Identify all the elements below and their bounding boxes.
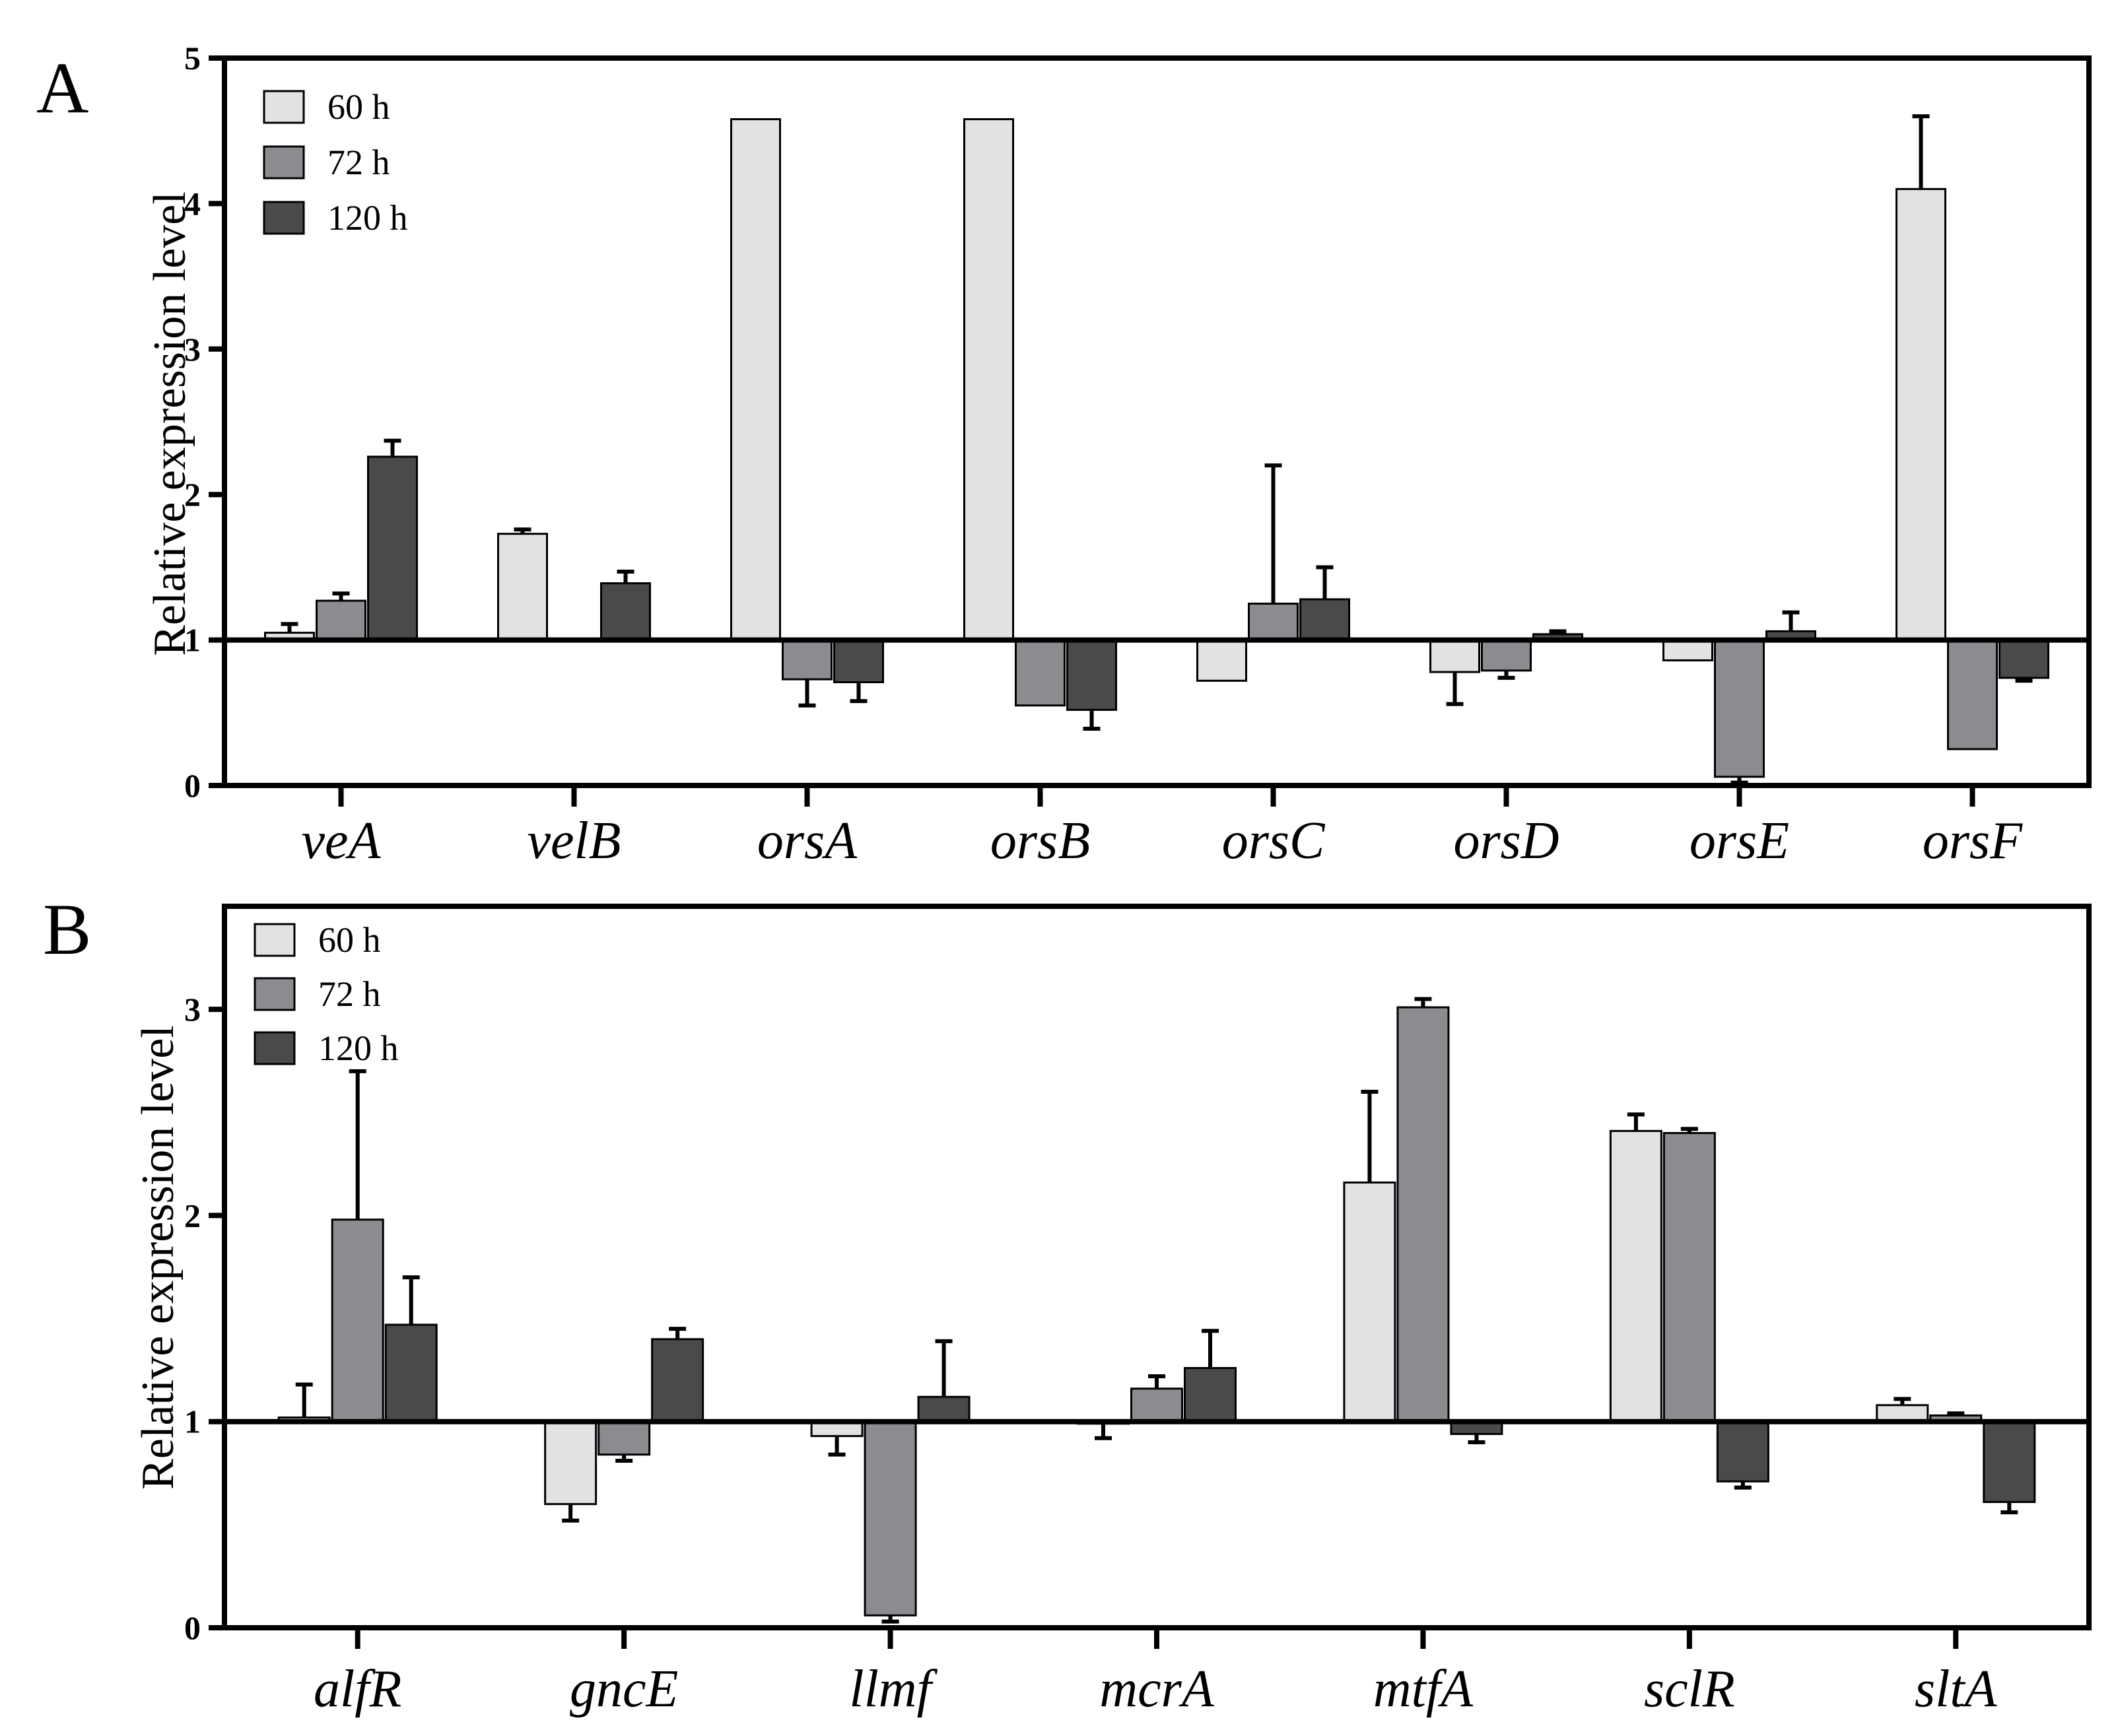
legend-label: 120 h (327, 198, 408, 238)
bar (1998, 639, 2049, 679)
plot-area-a: veA velB orsA orsB orsC orsD orsE orsF 0 1 2 3 4 5 60 … (184, 40, 2092, 870)
x-tick-label: sltA (1915, 1660, 1998, 1718)
x-tick-label: mtfA (1373, 1660, 1474, 1718)
legend-swatch (254, 1031, 296, 1065)
bar (1396, 1006, 1450, 1423)
panel-a: A Relative expression level veA velB orsA o… (36, 40, 2092, 870)
y-axis-label-b: Relative expression level (133, 1025, 184, 1490)
bar (1429, 639, 1480, 673)
y-tick-label: 1 (184, 622, 201, 659)
bar (367, 455, 418, 642)
bar (1343, 1181, 1396, 1423)
bar (1481, 639, 1532, 672)
y-tick-label: 2 (184, 1197, 201, 1234)
y-axis-label-a: Relative expression level (145, 191, 195, 656)
y-tick-label: 3 (184, 331, 201, 368)
bar (1662, 639, 1713, 661)
panel-letter-b: B (43, 889, 91, 970)
bar (1196, 639, 1247, 682)
x-tick-label: llmf (849, 1660, 938, 1718)
legend-swatch (254, 977, 296, 1011)
legend-swatch (263, 90, 305, 124)
x-tick-label: alfR (314, 1660, 401, 1718)
bar (598, 1420, 651, 1456)
bar (497, 533, 548, 642)
bar (1130, 1387, 1183, 1423)
x-tick-label: veA (302, 812, 382, 870)
bar (1066, 639, 1117, 711)
bar (864, 1420, 917, 1617)
legend-label: 72 h (327, 143, 390, 182)
x-tick-label: velB (527, 812, 621, 870)
bar (1716, 1420, 1769, 1483)
bar (1248, 603, 1299, 642)
bar (544, 1420, 598, 1506)
legend-label: 60 h (318, 920, 381, 960)
legend-swatch (263, 201, 305, 235)
bar (1184, 1367, 1237, 1423)
x-tick-label: sclR (1644, 1660, 1735, 1718)
legend-swatch (263, 145, 305, 180)
bar (917, 1395, 971, 1423)
x-tick-label: mcrA (1099, 1660, 1214, 1718)
y-tick-label: 2 (184, 476, 201, 513)
bar (316, 599, 366, 642)
x-tick-label: orsD (1453, 812, 1559, 870)
legend-label: 120 h (318, 1028, 399, 1068)
x-tick-label: orsE (1690, 812, 1789, 870)
y-tick-label: 0 (184, 1609, 201, 1646)
bar (833, 639, 884, 684)
bar (1299, 598, 1350, 642)
bar (651, 1338, 704, 1423)
bar (600, 582, 651, 642)
bar (1015, 639, 1066, 707)
bar (782, 639, 833, 681)
bar (384, 1323, 438, 1423)
bar (1714, 639, 1765, 778)
bar (1983, 1420, 2036, 1504)
y-tick-label: 0 (184, 767, 201, 804)
plot-frame (222, 904, 2092, 1630)
y-tick-label: 1 (184, 1403, 201, 1440)
bar (1662, 1132, 1716, 1423)
y-tick-label: 5 (184, 40, 201, 77)
legend-label: 60 h (327, 87, 390, 127)
x-tick-label: gncE (570, 1660, 678, 1718)
x-tick-label: orsF (1923, 812, 2023, 870)
bar (1609, 1129, 1662, 1423)
panel-letter-a: A (36, 48, 88, 128)
bar (331, 1219, 384, 1423)
x-tick-label: orsB (990, 812, 1090, 870)
plot-frame (222, 55, 2092, 788)
y-tick-label: 4 (184, 185, 201, 222)
legend-label: 72 h (318, 974, 381, 1014)
bar (963, 118, 1014, 642)
bar (1896, 187, 1946, 642)
y-tick-label: 3 (184, 991, 201, 1028)
legend-swatch (254, 923, 296, 957)
x-tick-label: orsA (757, 812, 858, 870)
bar (1947, 639, 1998, 751)
panel-b: B Relative expression level alfR gncE llmf… (43, 889, 2092, 1718)
plot-area-b: alfR gncE llmf mcrA mtfA sclR sltA 0 1 2 3 60 h 72 h… (184, 904, 2092, 1718)
bar (730, 118, 781, 642)
x-tick-label: orsC (1222, 812, 1326, 870)
